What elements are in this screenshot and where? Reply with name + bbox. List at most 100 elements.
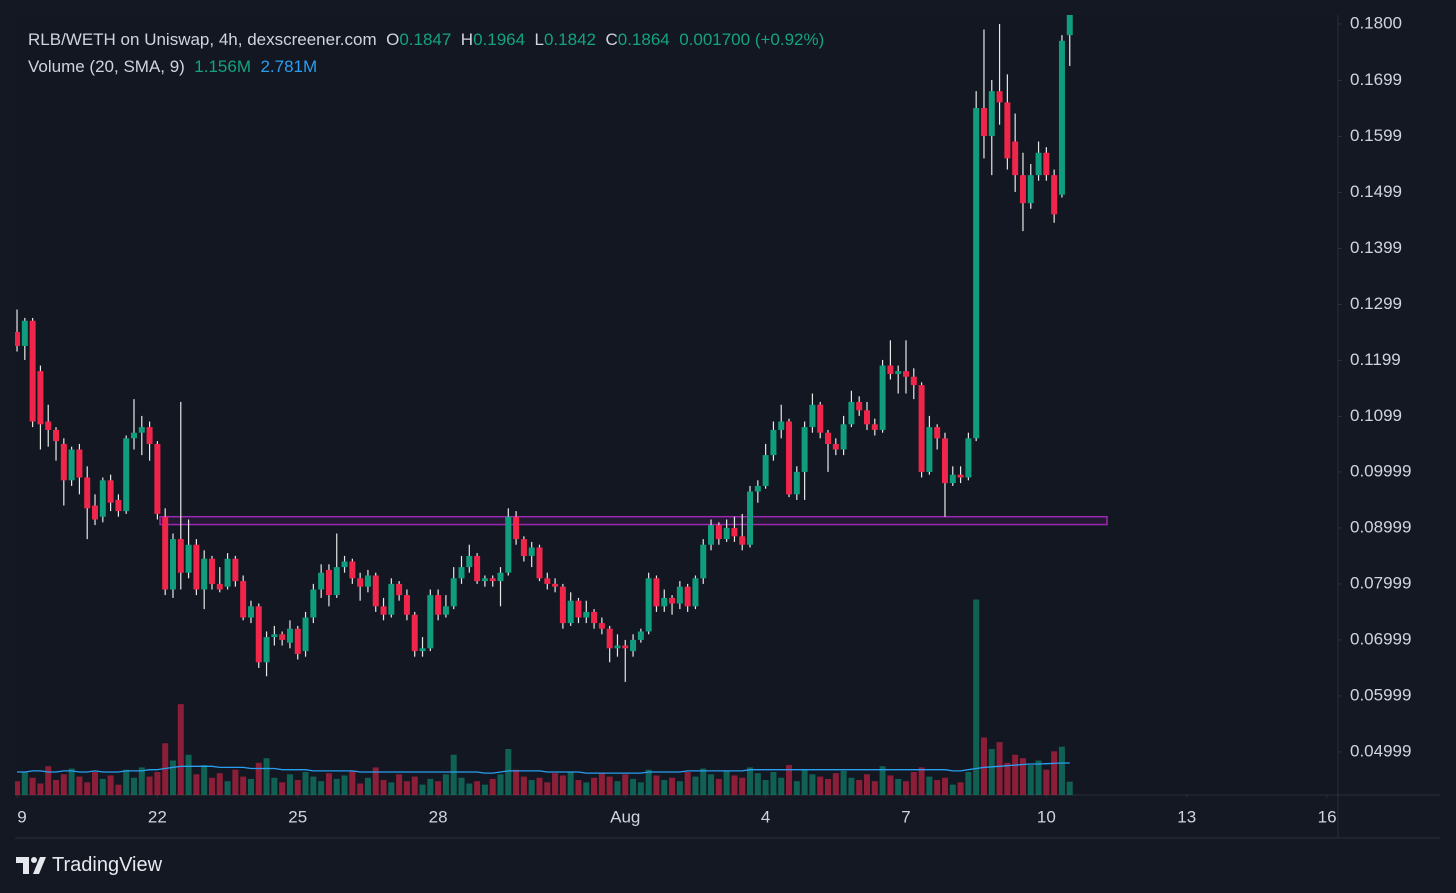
volume-bar xyxy=(622,774,629,795)
candle-body xyxy=(739,536,746,545)
volume-bar xyxy=(754,773,761,795)
candle-body xyxy=(1019,175,1026,204)
candle-body xyxy=(965,438,972,478)
volume-bar xyxy=(614,781,621,795)
x-tick-label: 28 xyxy=(429,807,448,826)
candle-body xyxy=(302,617,309,652)
candle-body xyxy=(801,427,808,472)
legend-key: L xyxy=(534,30,544,49)
volume-bar xyxy=(871,781,878,795)
volume-bar xyxy=(708,774,715,795)
volume-bar xyxy=(497,774,504,795)
volume-bar xyxy=(902,781,909,795)
volume-bar xyxy=(996,742,1003,795)
volume-bar xyxy=(895,778,902,795)
candle-body xyxy=(591,611,598,624)
candle-body xyxy=(1051,175,1058,215)
volume-bar xyxy=(318,781,325,795)
candle-body xyxy=(349,561,356,579)
candle-body xyxy=(598,623,605,629)
volume-bar xyxy=(536,777,543,795)
volume-bar xyxy=(832,773,839,795)
volume-bar xyxy=(949,784,956,795)
volume-bar xyxy=(240,776,247,795)
volume-bar xyxy=(669,777,676,795)
volume-bar xyxy=(957,782,964,795)
y-tick-label: 0.09999 xyxy=(1350,461,1411,480)
candle-body xyxy=(279,634,286,640)
volume-bar xyxy=(154,772,161,795)
volume-bar xyxy=(310,776,317,795)
candle-body xyxy=(247,606,254,618)
candle-body xyxy=(606,628,613,649)
candle-body xyxy=(208,558,215,584)
candle-body xyxy=(474,555,481,582)
candle-body xyxy=(115,499,122,512)
volume-bar xyxy=(973,599,980,795)
x-tick-label: 22 xyxy=(148,807,167,826)
volume-value: 1.156M xyxy=(194,57,251,76)
price-legend: RLB/WETH on Uniswap, 4h, dexscreener.com… xyxy=(28,30,824,50)
volume-bar xyxy=(388,782,395,795)
candle-body xyxy=(536,547,543,579)
candle-body xyxy=(333,567,340,596)
candle-body xyxy=(1066,15,1073,36)
candle-body xyxy=(949,474,956,484)
volume-bar xyxy=(980,737,987,795)
volume-legend: Volume (20, SMA, 9) 1.156M 2.781M xyxy=(28,57,317,77)
candle-body xyxy=(45,421,52,430)
candle-body xyxy=(676,586,683,604)
candle-body xyxy=(513,516,520,540)
volume-bar xyxy=(591,777,598,795)
volume-bar xyxy=(575,780,582,795)
candle-body xyxy=(318,572,325,590)
volume-bar xyxy=(1035,760,1042,795)
candle-body xyxy=(294,628,301,654)
y-tick-label: 0.1399 xyxy=(1350,238,1402,257)
candle-body xyxy=(255,606,262,663)
volume-bar xyxy=(45,766,52,795)
volume-bar xyxy=(130,777,137,795)
volume-bar xyxy=(53,780,60,795)
candle-body xyxy=(380,606,387,615)
candle-body xyxy=(770,429,777,456)
volume-bar xyxy=(552,773,559,795)
volume-bar xyxy=(918,767,925,795)
volume-bar xyxy=(403,781,410,795)
volume-bar xyxy=(910,772,917,795)
volume-bar xyxy=(247,778,254,795)
volume-bar xyxy=(887,775,894,795)
volume-bar xyxy=(92,772,99,795)
volume-bar xyxy=(372,767,379,795)
volume-bar xyxy=(825,778,832,795)
legend-value: 0.1964 xyxy=(473,30,526,49)
candle-body xyxy=(216,583,223,590)
candle-body xyxy=(21,320,28,346)
candle-body xyxy=(622,645,629,649)
volume-bar xyxy=(848,777,855,795)
candle-body xyxy=(614,645,621,649)
candle-body xyxy=(76,449,83,478)
volume-bar xyxy=(411,776,418,795)
volume-bar xyxy=(146,776,153,795)
volume-bar xyxy=(76,776,83,795)
volume-bar xyxy=(15,781,21,795)
candle-body xyxy=(489,578,496,582)
y-tick-label: 0.04999 xyxy=(1350,741,1411,760)
volume-bar xyxy=(934,780,941,795)
volume-bar xyxy=(29,777,36,795)
volume-bar xyxy=(559,775,566,795)
candle-body xyxy=(201,558,208,590)
candle-body xyxy=(661,597,668,607)
volume-bar xyxy=(801,769,808,795)
volume-bar xyxy=(856,780,863,795)
tradingview-logo xyxy=(16,857,46,874)
legend-key: O xyxy=(386,30,400,49)
volume-bar xyxy=(637,782,644,795)
candle-body xyxy=(442,606,449,615)
legend-change-pct: (+0.92%) xyxy=(754,30,825,49)
volume-bar xyxy=(349,770,356,795)
candle-body xyxy=(169,539,176,590)
volume-bar xyxy=(1066,781,1073,795)
